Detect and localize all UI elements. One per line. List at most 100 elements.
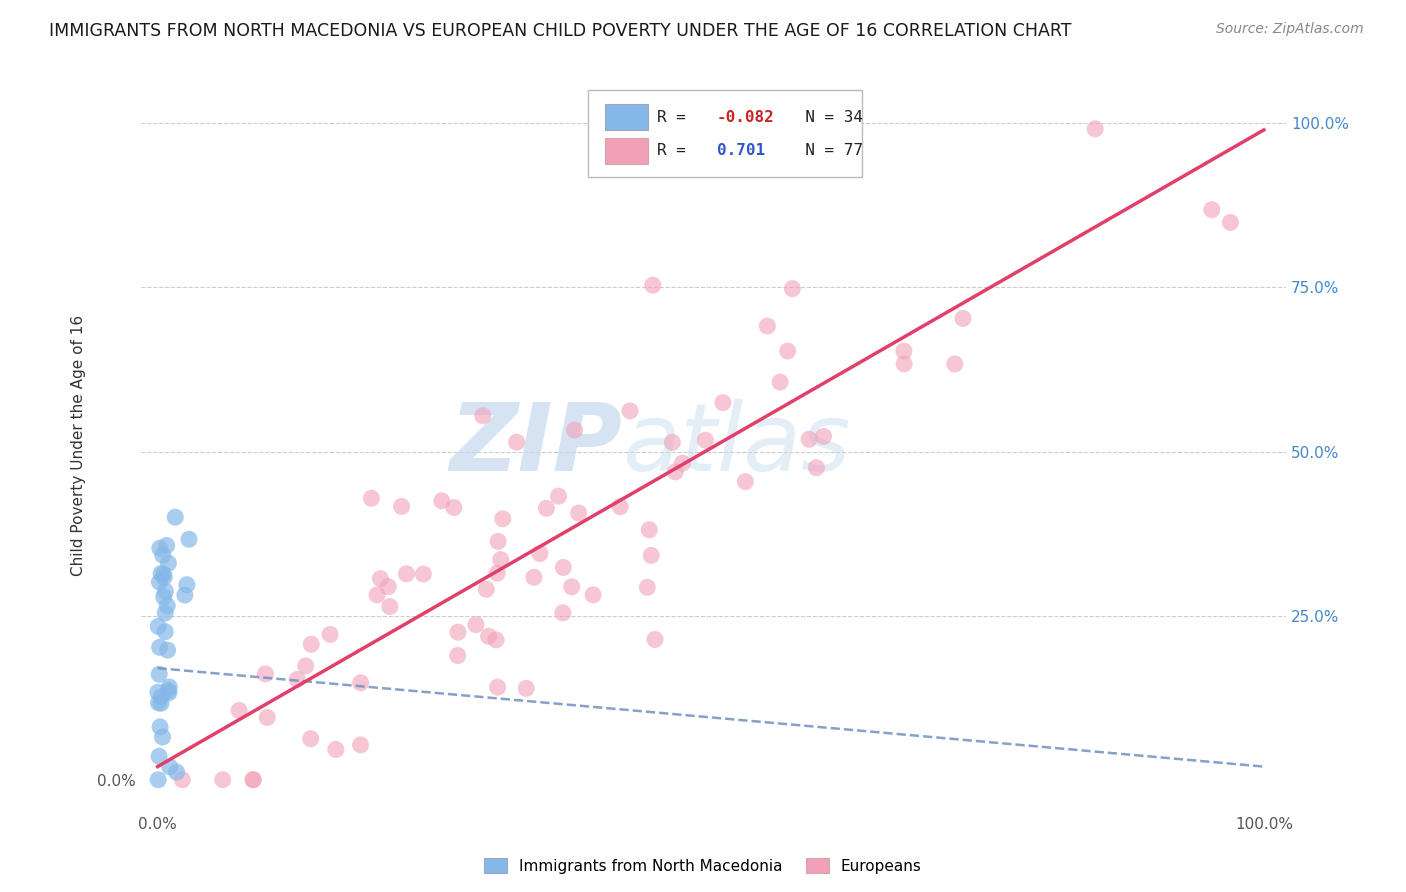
FancyBboxPatch shape — [588, 90, 862, 177]
Point — [756, 318, 779, 333]
Point — [146, 772, 169, 787]
Point — [447, 648, 470, 663]
Point — [325, 742, 347, 756]
Point — [638, 523, 661, 537]
Point — [486, 566, 509, 581]
Point — [299, 637, 322, 651]
Point — [157, 556, 180, 570]
Point — [150, 690, 173, 704]
Point — [228, 703, 250, 717]
Point — [150, 696, 173, 710]
Point — [156, 643, 179, 657]
FancyBboxPatch shape — [605, 103, 648, 130]
Text: Source: ZipAtlas.com: Source: ZipAtlas.com — [1216, 22, 1364, 37]
Point — [486, 680, 509, 694]
Point — [551, 606, 574, 620]
Point — [464, 617, 486, 632]
Point — [609, 500, 631, 514]
Point — [806, 460, 828, 475]
Point — [430, 493, 453, 508]
Point — [146, 685, 169, 699]
Point — [492, 512, 515, 526]
Point — [478, 629, 501, 643]
FancyBboxPatch shape — [605, 137, 648, 164]
Point — [523, 570, 546, 584]
Point — [173, 588, 195, 602]
Point — [568, 506, 591, 520]
Point — [155, 584, 177, 599]
Point — [797, 432, 820, 446]
Point — [769, 375, 792, 389]
Text: IMMIGRANTS FROM NORTH MACEDONIA VS EUROPEAN CHILD POVERTY UNDER THE AGE OF 16 CO: IMMIGRANTS FROM NORTH MACEDONIA VS EUROP… — [49, 22, 1071, 40]
Point — [1084, 121, 1107, 136]
Point — [1201, 202, 1223, 217]
Point — [391, 500, 413, 514]
Point — [377, 580, 399, 594]
Point — [242, 772, 264, 787]
Point — [152, 567, 174, 582]
Point — [952, 311, 974, 326]
Point — [893, 344, 915, 359]
Point — [776, 344, 799, 359]
Point — [155, 624, 177, 639]
Point — [366, 588, 388, 602]
Point — [378, 599, 401, 614]
Text: 0.701: 0.701 — [717, 144, 765, 159]
Point — [149, 720, 172, 734]
Point — [813, 429, 835, 443]
Point — [475, 582, 498, 597]
Point — [153, 606, 176, 620]
Point — [561, 580, 583, 594]
Point — [152, 730, 174, 744]
Point — [172, 772, 194, 787]
Point — [299, 731, 322, 746]
Point — [695, 434, 717, 448]
Point — [766, 116, 789, 130]
Point — [644, 632, 666, 647]
Point — [350, 675, 373, 690]
Point — [734, 475, 756, 489]
Text: ZIP: ZIP — [449, 399, 621, 491]
Point — [711, 395, 734, 409]
Point — [157, 683, 180, 698]
Text: R =: R = — [658, 110, 696, 125]
Point — [395, 566, 418, 581]
Y-axis label: Child Poverty Under the Age of 16: Child Poverty Under the Age of 16 — [72, 314, 86, 575]
Point — [156, 539, 179, 553]
Point — [547, 489, 569, 503]
Point — [640, 549, 662, 563]
Point — [156, 599, 179, 613]
Point — [150, 566, 173, 581]
Point — [412, 567, 434, 582]
Point — [152, 548, 174, 562]
Point — [486, 534, 509, 549]
Point — [505, 435, 527, 450]
Point — [515, 681, 537, 696]
Point — [152, 590, 174, 604]
Point — [159, 760, 181, 774]
Text: atlas: atlas — [621, 400, 851, 491]
Point — [553, 560, 575, 574]
Legend: Immigrants from North Macedonia, Europeans: Immigrants from North Macedonia, Europea… — [478, 852, 928, 880]
Point — [582, 588, 605, 602]
Point — [641, 278, 664, 293]
Point — [619, 404, 641, 418]
Point — [447, 625, 470, 640]
Text: N = 34: N = 34 — [786, 110, 863, 125]
Point — [148, 749, 170, 764]
Point — [471, 409, 494, 423]
Point — [1219, 215, 1241, 229]
Point — [149, 541, 172, 556]
Point — [536, 501, 558, 516]
Point — [176, 578, 198, 592]
Point — [661, 435, 683, 450]
Point — [564, 423, 586, 437]
Point — [166, 765, 188, 780]
Point — [285, 673, 308, 687]
Point — [165, 510, 187, 524]
Point — [148, 619, 170, 633]
Point — [157, 686, 180, 700]
Point — [319, 627, 342, 641]
Point — [443, 500, 465, 515]
Point — [349, 738, 371, 752]
